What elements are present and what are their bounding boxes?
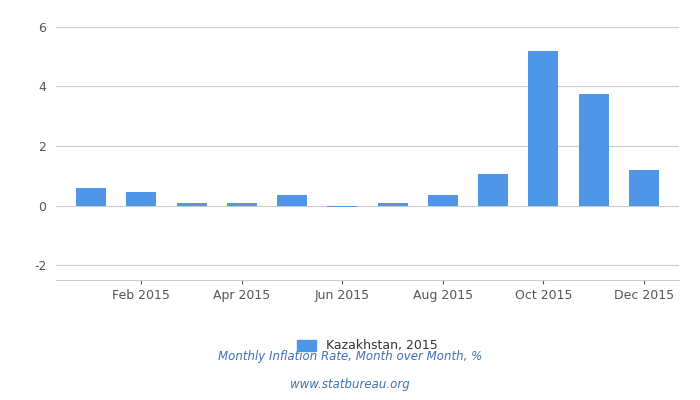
Bar — [528, 51, 559, 206]
Bar — [227, 202, 257, 206]
Bar — [126, 192, 157, 206]
Bar — [176, 202, 206, 206]
Bar — [478, 174, 508, 206]
Bar — [629, 170, 659, 206]
Bar — [328, 206, 358, 207]
Bar — [277, 195, 307, 206]
Bar — [377, 202, 407, 206]
Bar — [76, 188, 106, 206]
Text: www.statbureau.org: www.statbureau.org — [290, 378, 410, 391]
Legend: Kazakhstan, 2015: Kazakhstan, 2015 — [293, 334, 442, 358]
Text: Monthly Inflation Rate, Month over Month, %: Monthly Inflation Rate, Month over Month… — [218, 350, 482, 363]
Bar — [428, 195, 458, 206]
Bar — [578, 94, 609, 206]
